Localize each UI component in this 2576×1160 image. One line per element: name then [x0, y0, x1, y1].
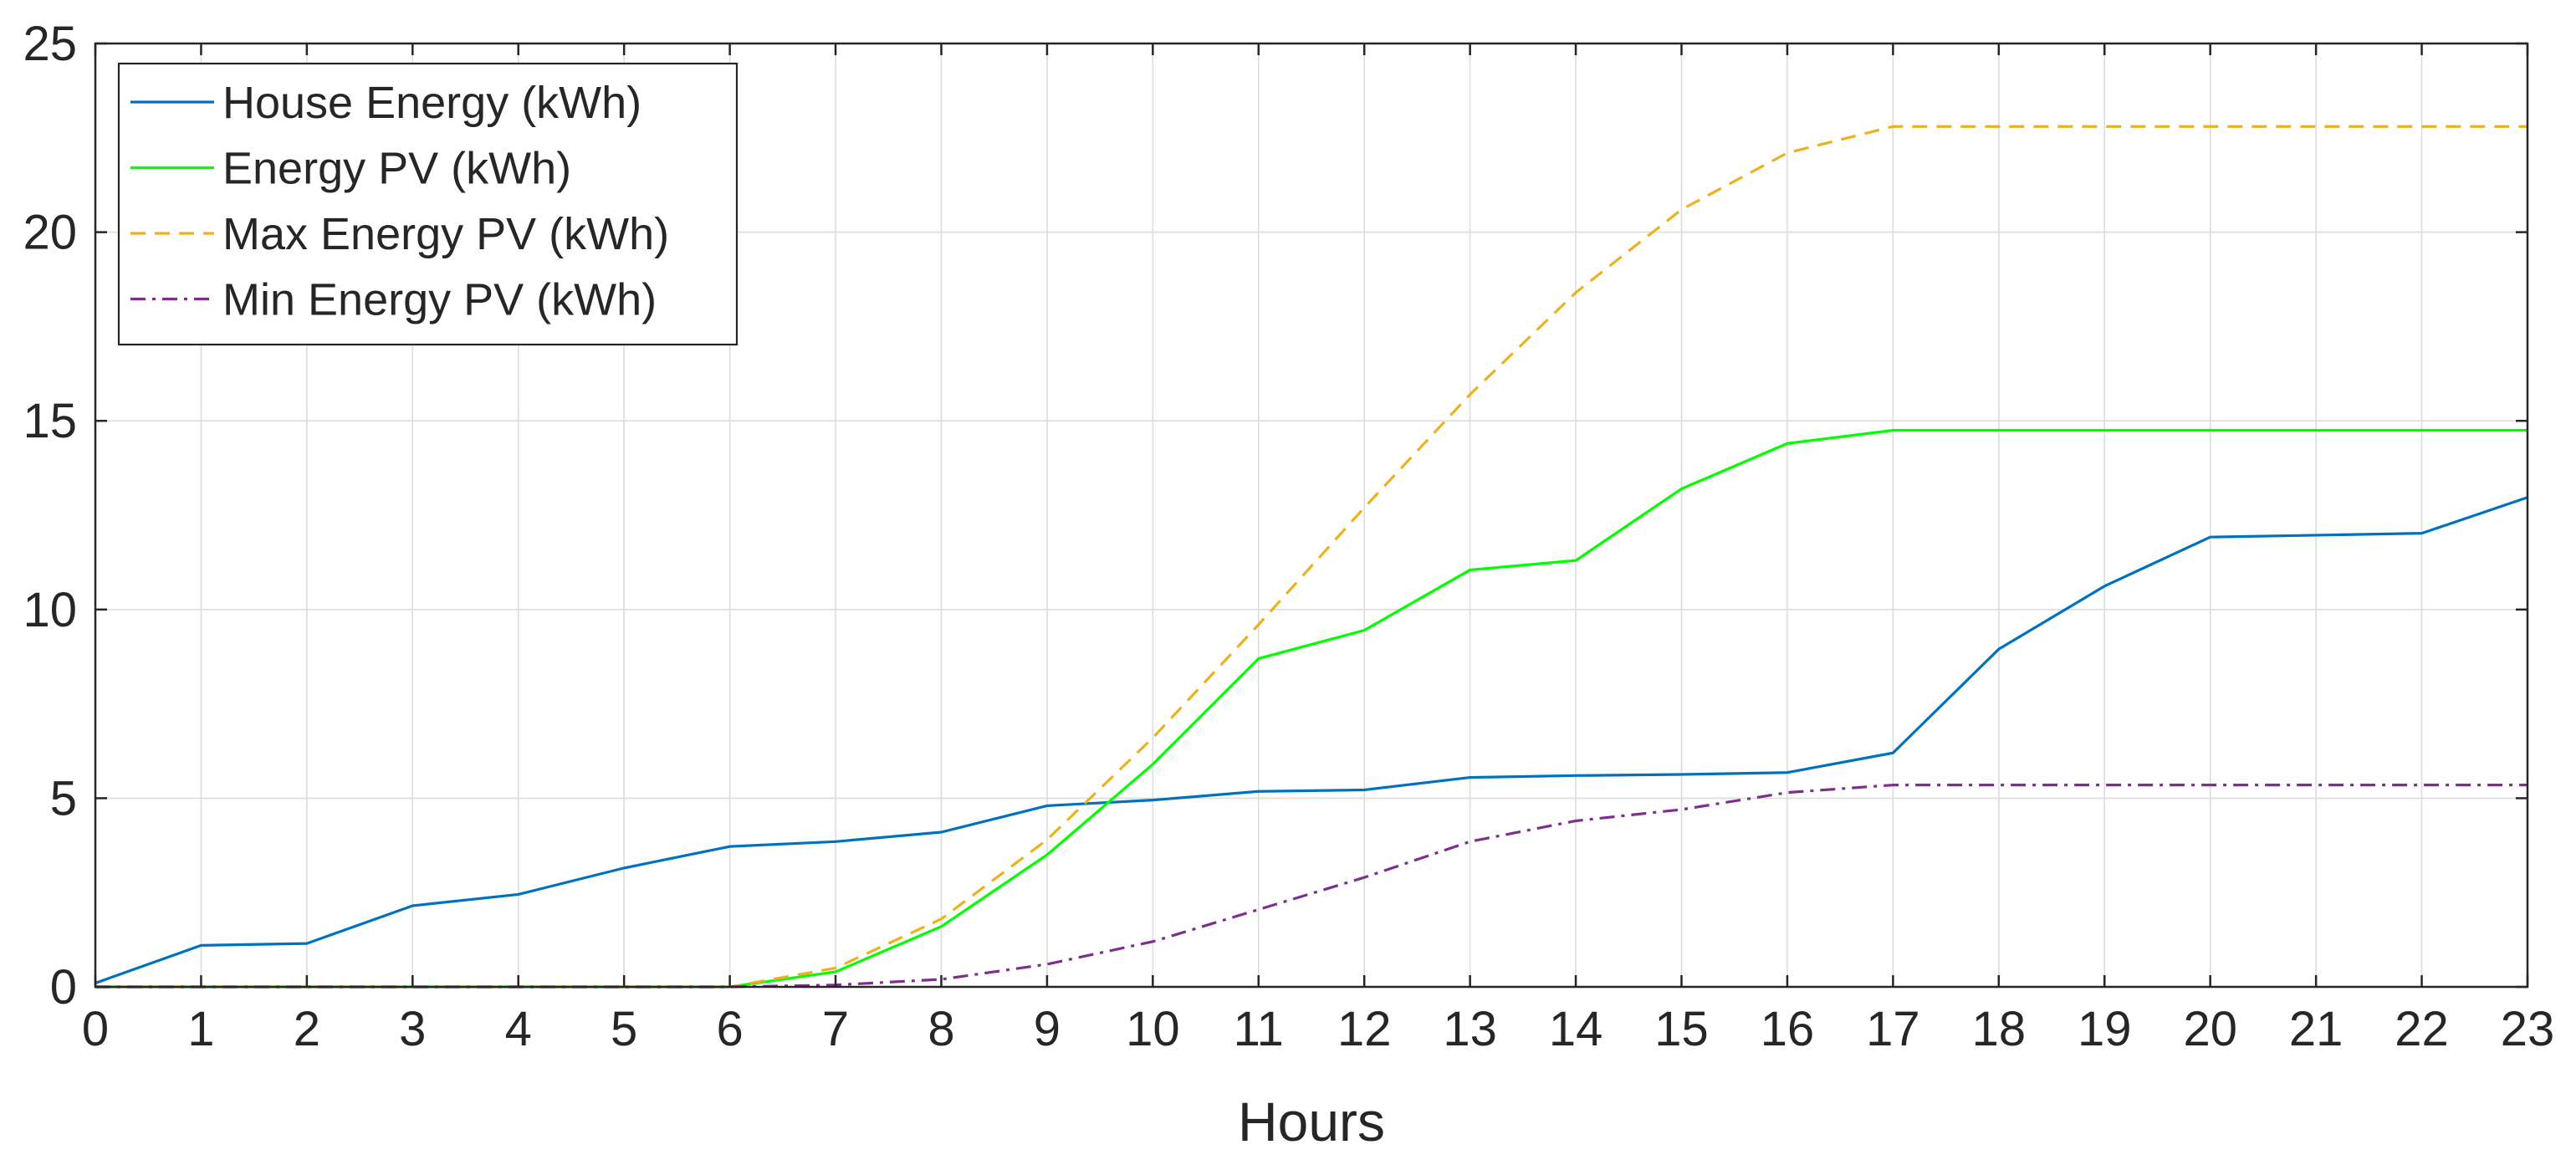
x-tick-label: 4 — [505, 1002, 532, 1056]
x-tick-label: 15 — [1654, 1002, 1709, 1056]
legend-box — [117, 62, 739, 346]
series-line-3 — [95, 125, 2527, 989]
legend-label: House Energy (kWh) — [222, 78, 641, 128]
x-tick-label: 20 — [2183, 1002, 2237, 1056]
x-tick-label: 10 — [1126, 1002, 1180, 1056]
x-tick-label: 21 — [2289, 1002, 2343, 1056]
y-tick-label: 5 — [50, 771, 77, 825]
x-axis-label: Hours — [1238, 1091, 1385, 1152]
x-tick-label: 12 — [1337, 1002, 1392, 1056]
x-tick-label: 18 — [1972, 1002, 2027, 1056]
legend: House Energy (kWh) Energy PV (kWh) Max Ene… — [117, 62, 739, 346]
x-tick-label: 13 — [1443, 1002, 1497, 1056]
legend-label: Min Energy PV (kWh) — [222, 275, 657, 325]
x-tick-label: 8 — [928, 1002, 954, 1056]
legend-label: Energy PV (kWh) — [222, 144, 571, 194]
x-tick-label: 9 — [1034, 1002, 1061, 1056]
x-tick-label: 11 — [1234, 1002, 1284, 1056]
series-line-1 — [95, 496, 2528, 984]
x-tick-label: 3 — [399, 1002, 426, 1056]
axes-box — [94, 42, 2529, 989]
y-tick-label: 0 — [50, 960, 77, 1014]
legend-label: Max Energy PV (kWh) — [222, 209, 669, 259]
y-tick-label: 15 — [23, 394, 77, 448]
x-tick-label: 6 — [716, 1002, 743, 1056]
ticks: 0 1 2 3 4 5 6 7 8 9 10 11 12 13 14 15 16 17 18 19 20 21 22 2305… — [23, 17, 2554, 1056]
y-tick-label: 10 — [23, 583, 77, 637]
x-tick-label: 1 — [187, 1002, 214, 1056]
x-tick-label: 2 — [294, 1002, 320, 1056]
x-tick-label: 5 — [611, 1002, 637, 1056]
y-tick-label: 20 — [23, 206, 77, 260]
x-tick-label: 23 — [2501, 1002, 2555, 1056]
x-tick-label: 17 — [1866, 1002, 1920, 1056]
x-tick-label: 16 — [1761, 1002, 1815, 1056]
x-tick-label: 22 — [2395, 1002, 2449, 1056]
x-tick-label: 14 — [1549, 1002, 1603, 1056]
y-tick-label: 25 — [23, 17, 77, 71]
x-tick-label: 19 — [2078, 1002, 2132, 1056]
x-tick-label: 7 — [822, 1002, 849, 1056]
x-tick-label: 0 — [82, 1002, 109, 1056]
